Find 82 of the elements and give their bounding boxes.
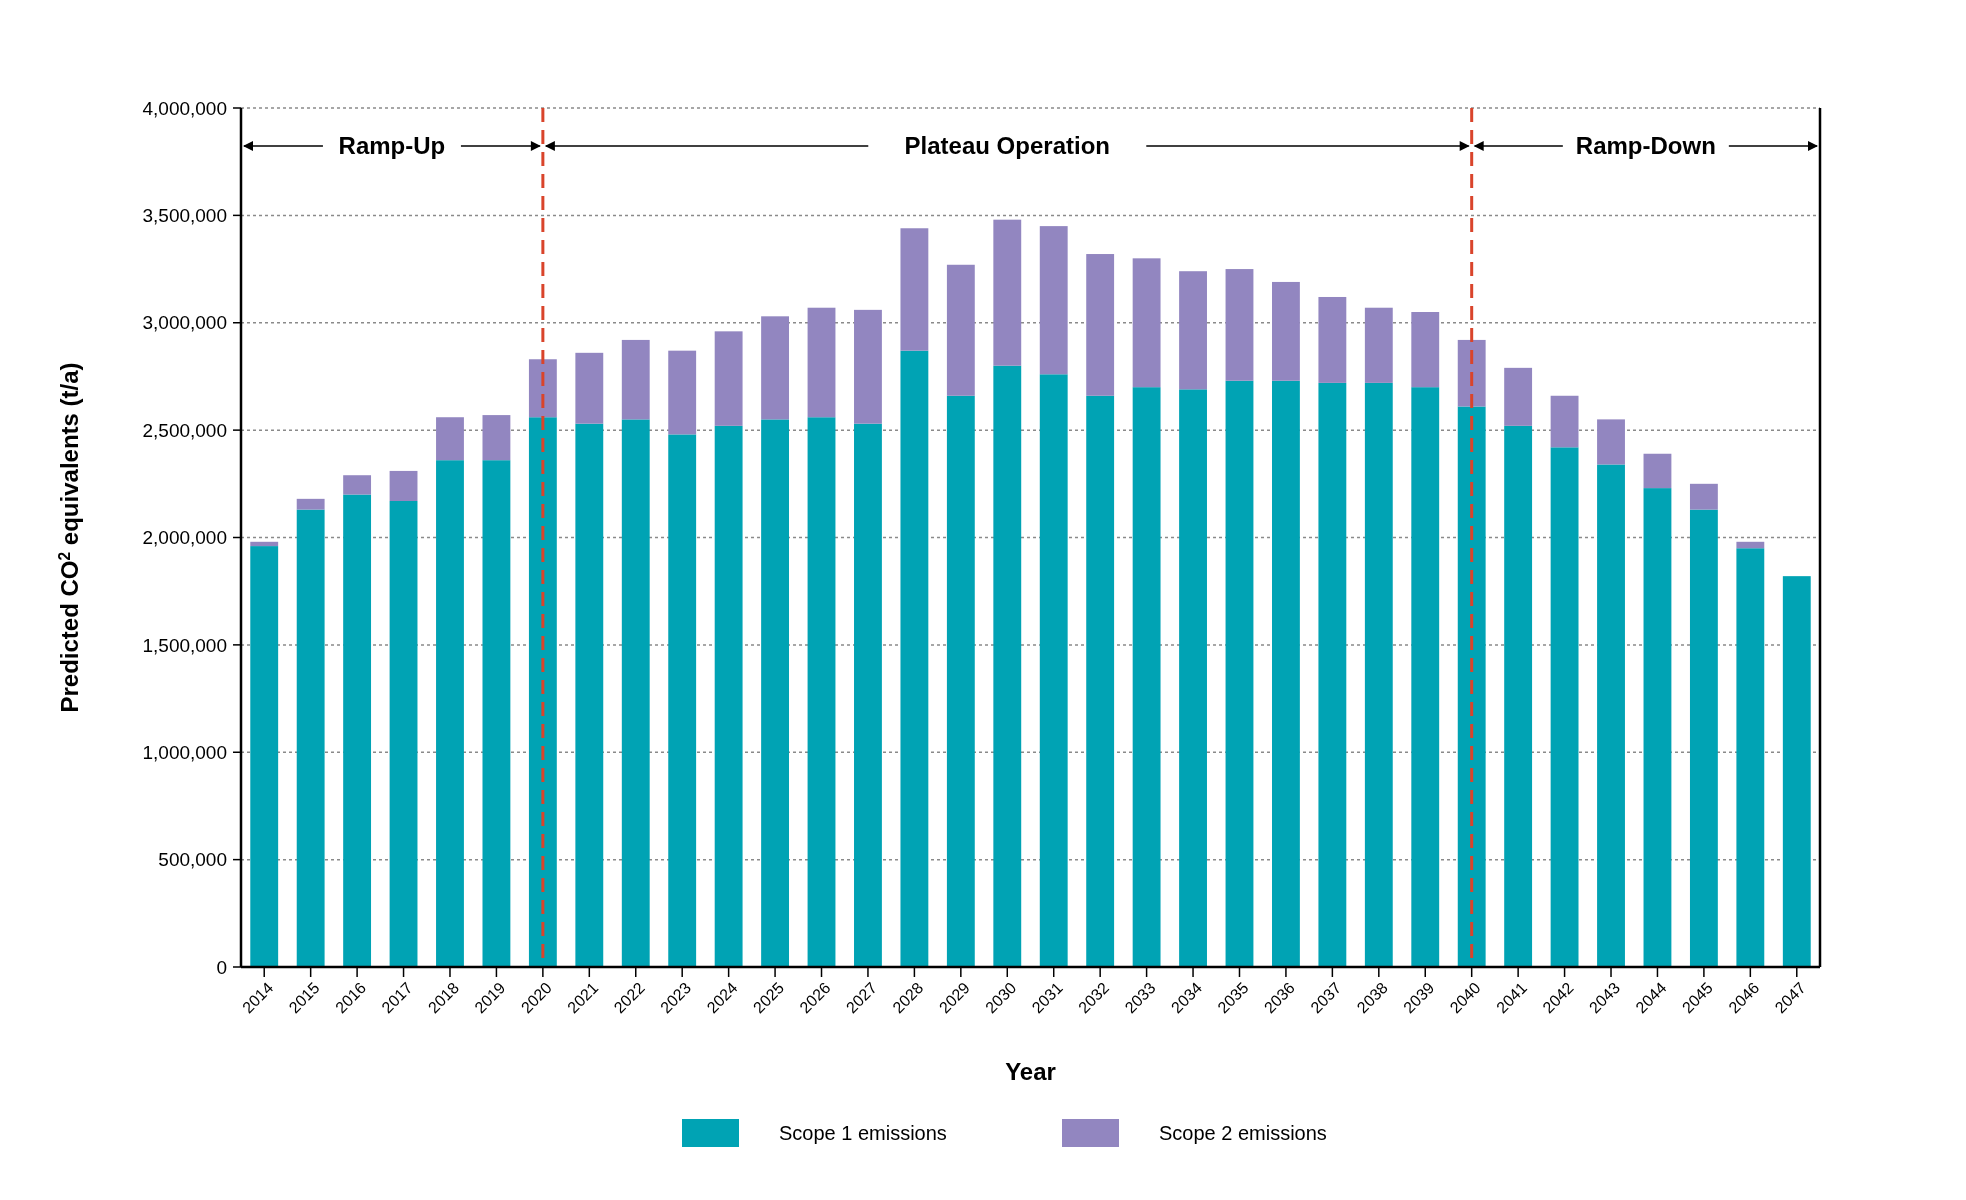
bar	[1271, 281, 1300, 381]
bar	[668, 350, 697, 435]
y-tick-label: 2,500,000	[142, 419, 227, 441]
y-tick-label: 2,000,000	[142, 527, 227, 549]
annotation: Ramp-Up	[338, 132, 446, 159]
bar	[946, 264, 975, 396]
bar	[761, 419, 790, 967]
bar	[1086, 254, 1115, 396]
bar	[250, 546, 279, 967]
bar	[436, 460, 464, 967]
bar	[900, 350, 929, 967]
y-tick-label: 4,000,000	[142, 97, 227, 119]
bar	[900, 228, 929, 351]
bar	[1597, 464, 1625, 967]
bar	[575, 352, 604, 424]
bar	[807, 417, 836, 967]
bar	[1318, 296, 1347, 383]
bar	[1411, 312, 1440, 388]
bar	[807, 307, 836, 418]
legend-label: Scope 1 emissions	[779, 1122, 947, 1144]
bar	[1736, 548, 1765, 967]
annotation: Ramp-Down	[1575, 132, 1716, 159]
bar	[1457, 339, 1486, 407]
bar	[993, 365, 1022, 967]
bar	[1457, 406, 1486, 967]
bar	[1643, 488, 1672, 967]
bar	[1550, 447, 1579, 967]
y-tick-label: 1,500,000	[142, 634, 227, 656]
bar	[1039, 226, 1068, 375]
bar	[482, 460, 511, 967]
bar	[1504, 425, 1533, 967]
bar	[575, 423, 604, 967]
bar	[436, 417, 464, 461]
bar	[296, 498, 325, 510]
bar	[1318, 382, 1347, 967]
bar	[854, 309, 882, 424]
y-tick-label: 1,000,000	[142, 741, 227, 763]
bar	[1597, 419, 1625, 465]
bar	[343, 494, 372, 967]
bar	[1039, 374, 1068, 967]
bar	[761, 316, 790, 420]
bar	[1086, 395, 1115, 967]
bar	[1225, 380, 1254, 967]
bar	[296, 509, 325, 967]
bar	[714, 425, 743, 967]
annotation: Plateau Operation	[904, 132, 1110, 159]
bar	[1689, 509, 1718, 967]
y-tick-label: 3,000,000	[142, 312, 227, 334]
bar	[1689, 483, 1718, 510]
bar	[528, 359, 557, 418]
bar	[993, 219, 1022, 366]
bar	[1271, 380, 1300, 967]
bar	[668, 434, 697, 967]
bar	[1179, 389, 1207, 967]
bar	[1736, 541, 1765, 549]
bar	[621, 339, 650, 420]
bar	[1643, 453, 1672, 489]
y-tick-label: 3,500,000	[142, 205, 227, 227]
bar	[1179, 271, 1207, 390]
bar	[854, 423, 882, 967]
x-axis-title: Year	[1005, 1058, 1056, 1085]
bar	[389, 470, 418, 501]
bar	[1550, 395, 1579, 448]
bar	[621, 419, 650, 967]
bar	[1364, 382, 1393, 967]
bar	[343, 475, 372, 495]
y-tick-label: 0	[216, 956, 227, 978]
bar	[1782, 576, 1811, 967]
bar	[1225, 269, 1254, 381]
bar	[714, 331, 743, 426]
bar	[1364, 307, 1393, 383]
y-tick-label: 500,000	[158, 849, 227, 871]
bar	[389, 500, 418, 967]
bar	[528, 417, 557, 967]
bar	[250, 541, 279, 547]
bar	[482, 415, 511, 461]
bar	[1411, 387, 1440, 967]
bar	[946, 395, 975, 967]
bar	[1504, 367, 1533, 426]
bar	[1132, 387, 1161, 967]
legend-label: Scope 2 emissions	[1159, 1122, 1327, 1144]
bar	[1132, 258, 1161, 388]
